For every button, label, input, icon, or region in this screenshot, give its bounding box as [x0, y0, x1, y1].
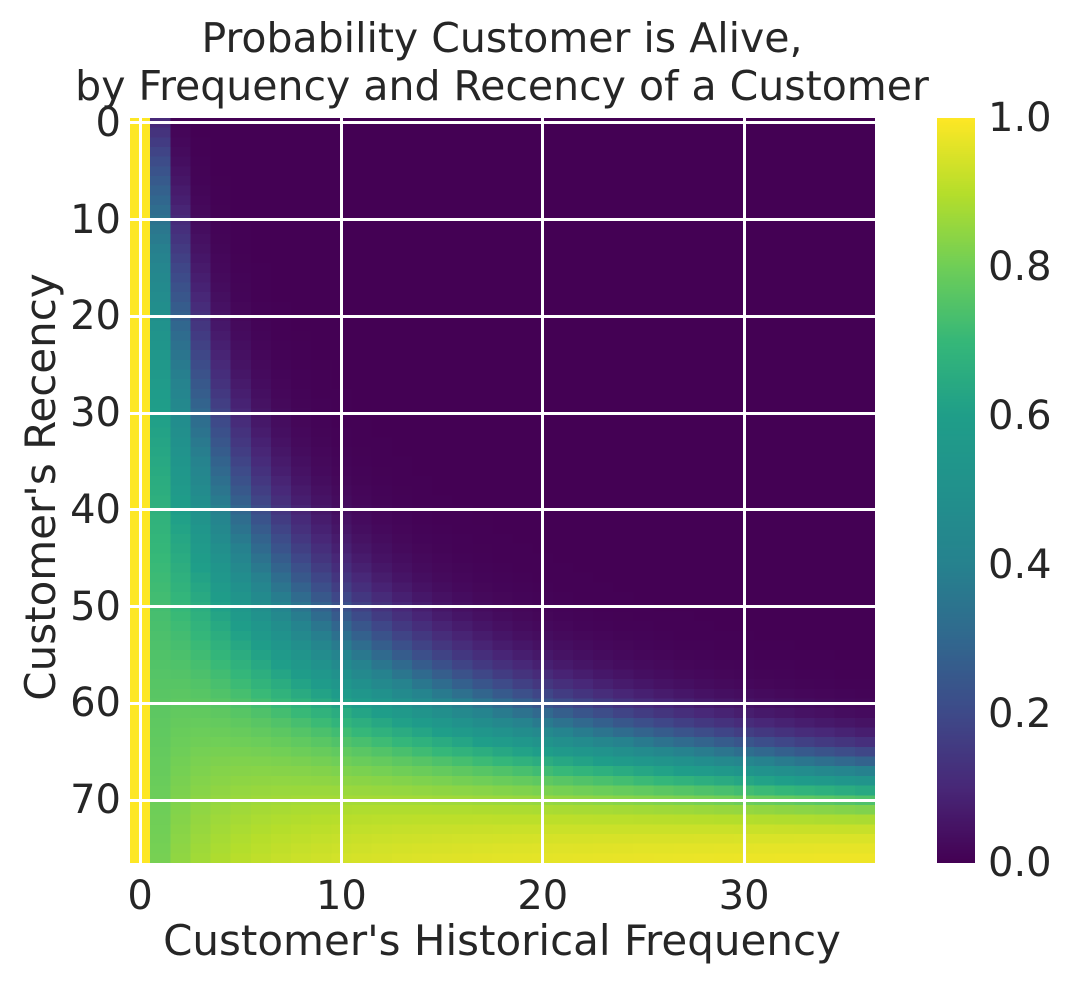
- y-gridline: [130, 218, 875, 222]
- colorbar-tick-label: 0.0: [988, 840, 1052, 886]
- colorbar: [937, 118, 975, 863]
- x-tick-label: 30: [718, 873, 770, 919]
- y-gridline: [130, 605, 875, 609]
- y-tick-label: 30: [70, 390, 121, 437]
- y-gridline: [130, 411, 875, 415]
- x-tick-label: 10: [315, 873, 367, 919]
- y-tick-label: 0: [95, 99, 121, 146]
- y-tick-label: 40: [70, 486, 121, 533]
- x-tick-label: 0: [127, 873, 153, 919]
- x-gridline: [742, 118, 746, 863]
- colorbar-tick-label: 0.6: [988, 393, 1052, 439]
- y-tick-label: 20: [70, 293, 121, 340]
- x-gridline: [339, 118, 343, 863]
- colorbar-tick-label: 0.2: [988, 691, 1052, 737]
- heatmap-plot-area: [130, 118, 875, 863]
- y-gridline: [130, 508, 875, 512]
- chart-title-line-2: by Frequency and Recency of a Customer: [75, 62, 929, 110]
- x-gridline: [138, 118, 142, 863]
- y-tick-label: 50: [70, 583, 121, 630]
- colorbar-tick-label: 0.8: [988, 244, 1052, 290]
- y-gridline: [130, 798, 875, 802]
- y-tick-label: 70: [70, 777, 121, 824]
- x-axis-label: Customer's Historical Frequency: [163, 916, 841, 965]
- chart-title: Probability Customer is Alive, by Freque…: [75, 14, 929, 110]
- colorbar-tick-label: 0.4: [988, 542, 1052, 588]
- chart-title-line-1: Probability Customer is Alive,: [201, 14, 803, 62]
- y-gridline: [130, 121, 875, 125]
- y-tick-label: 10: [70, 196, 121, 243]
- colorbar-tick-label: 1.0: [988, 95, 1052, 141]
- x-gridline: [541, 118, 545, 863]
- x-tick-label: 20: [517, 873, 569, 919]
- heatmap-canvas: [130, 118, 875, 863]
- y-gridline: [130, 701, 875, 705]
- y-gridline: [130, 314, 875, 318]
- y-tick-label: 60: [70, 680, 121, 727]
